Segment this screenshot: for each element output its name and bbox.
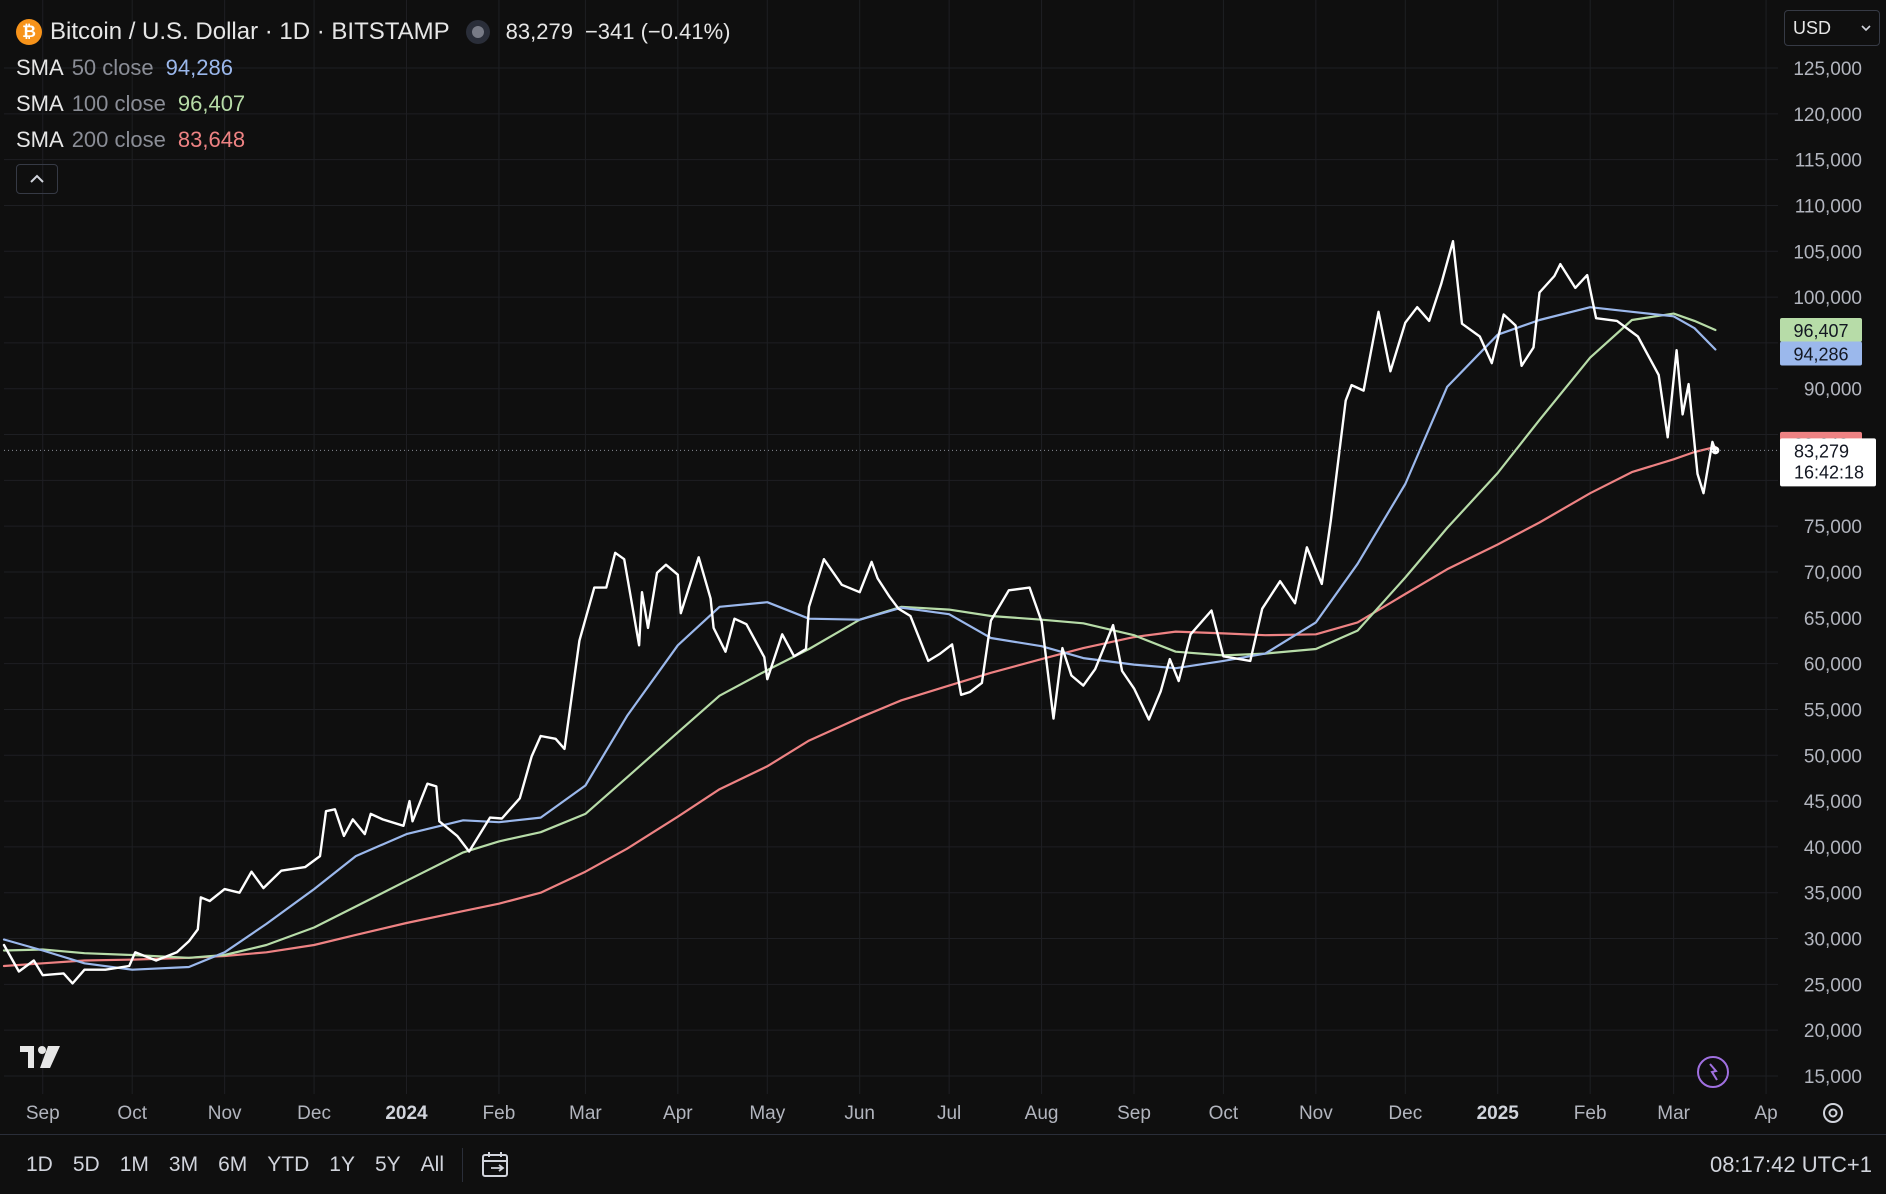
sma200-line	[2, 445, 1717, 968]
x-tick-label: 2024	[385, 1103, 428, 1124]
indicator-row[interactable]: SMA 200 close 83,648	[16, 122, 730, 158]
x-tick-label: Dec	[297, 1103, 331, 1124]
indicator-name: SMA	[16, 55, 64, 80]
y-tick-label: 45,000	[1804, 792, 1862, 813]
x-tick-label: Jun	[844, 1103, 875, 1124]
x-tick-label: Sep	[26, 1103, 60, 1124]
bitcoin-icon: ₿	[16, 19, 42, 45]
last-price: 83,279	[505, 19, 573, 44]
indicator-value: 94,286	[165, 55, 233, 80]
range-button[interactable]: 3M	[168, 1152, 199, 1176]
x-tick-label: Mar	[569, 1103, 602, 1124]
currency-value: USD	[1793, 17, 1832, 38]
chart-grid	[4, 0, 1778, 1094]
y-tick-label: 60,000	[1804, 655, 1862, 676]
chevron-down-icon	[1861, 25, 1871, 32]
indicator-params: 100 close	[71, 91, 166, 116]
y-tick-label: 110,000	[1795, 196, 1862, 217]
symbol-title[interactable]: Bitcoin / U.S. Dollar · 1D · BITSTAMP	[50, 18, 450, 45]
indicator-name: SMA	[16, 127, 64, 152]
chart-series	[2, 240, 1720, 985]
y-tick-label: 120,000	[1793, 105, 1862, 126]
x-tick-label: Apr	[663, 1103, 693, 1124]
bottom-toolbar: 1D 5D 1M 3M 6M YTD 1Y 5Y All 08:17:42 UTC+1	[0, 1134, 1886, 1194]
x-tick-label: Feb	[1574, 1103, 1607, 1124]
y-tick-label: 105,000	[1793, 242, 1862, 263]
indicator-row[interactable]: SMA 50 close 94,286	[16, 50, 730, 86]
x-tick-label: May	[749, 1103, 785, 1124]
x-tick-label: Mar	[1657, 1103, 1690, 1124]
range-button[interactable]: YTD	[267, 1152, 310, 1176]
x-tick-label: Sep	[1117, 1103, 1151, 1124]
clock[interactable]: 08:17:42 UTC+1	[1709, 1151, 1872, 1177]
currency-select[interactable]: USD	[1784, 10, 1880, 46]
range-button[interactable]: 1M	[119, 1152, 149, 1176]
sma50-line	[2, 306, 1717, 971]
x-tick-label: Nov	[208, 1103, 242, 1124]
indicator-value: 83,648	[177, 127, 246, 152]
current-price-tag-bg	[1780, 438, 1876, 487]
chart-legend: ₿ Bitcoin / U.S. Dollar · 1D · BITSTAMP …	[16, 14, 730, 194]
range-button[interactable]: 1D	[26, 1152, 53, 1176]
indicator-params: 50 close	[71, 55, 154, 80]
y-tick-label: 25,000	[1804, 975, 1862, 996]
y-tick-label: 65,000	[1804, 609, 1862, 630]
current-price-tag: 83,279	[1794, 441, 1849, 461]
sma50-axis-label: 94,286	[1793, 344, 1848, 364]
symbol-header: ₿ Bitcoin / U.S. Dollar · 1D · BITSTAMP …	[16, 14, 730, 50]
calendar-icon[interactable]	[481, 1150, 511, 1180]
time-axis[interactable]: Sep Oct Nov Dec 2024 Feb Mar Apr May Jun Jul Aug Sep…	[26, 1103, 1778, 1124]
x-tick-label: Oct	[1209, 1103, 1239, 1124]
y-tick-label: 40,000	[1804, 838, 1862, 859]
indicator-row[interactable]: SMA 100 close 96,407	[16, 86, 730, 122]
y-tick-label: 55,000	[1804, 700, 1862, 721]
market-status-icon	[471, 26, 484, 38]
price-chart[interactable]: 15,000 20,000 25,000 30,000 35,000 40,000 45,0…	[0, 0, 1886, 1134]
x-tick-label: Oct	[117, 1103, 147, 1124]
x-tick-label: Jul	[937, 1103, 961, 1124]
indicator-value: 96,407	[177, 91, 246, 116]
indicator-params: 200 close	[71, 127, 166, 152]
x-tick-label: Ap	[1754, 1103, 1777, 1124]
chevron-up-icon	[30, 174, 44, 183]
y-tick-label: 75,000	[1804, 517, 1862, 538]
x-tick-label: Dec	[1388, 1103, 1422, 1124]
y-tick-label: 15,000	[1804, 1067, 1862, 1088]
sma100-axis-label: 96,407	[1793, 321, 1848, 341]
y-tick-label: 20,000	[1804, 1021, 1862, 1042]
price-change: −341 (−0.41%)	[584, 19, 731, 44]
indicator-name: SMA	[16, 91, 64, 116]
x-tick-label: Aug	[1025, 1103, 1059, 1124]
assistant-sparkle-icon[interactable]	[1697, 1056, 1729, 1088]
y-tick-label: 90,000	[1804, 380, 1862, 401]
sma50-axis-label-bg	[1780, 341, 1862, 366]
toolbar-divider	[462, 1147, 463, 1182]
axis-settings-icon[interactable]	[1823, 1103, 1843, 1123]
y-tick-label: 125,000	[1793, 59, 1862, 80]
y-tick-label: 50,000	[1804, 746, 1862, 767]
tradingview-logo-icon[interactable]	[20, 1044, 68, 1072]
y-tick-label: 100,000	[1793, 288, 1862, 309]
collapse-legend-button[interactable]	[16, 164, 58, 194]
y-tick-label: 70,000	[1804, 563, 1862, 584]
sma100-axis-label-bg	[1780, 318, 1862, 343]
x-tick-label: 2025	[1477, 1103, 1520, 1124]
range-button[interactable]: 1Y	[329, 1152, 355, 1176]
x-tick-label: Feb	[483, 1103, 516, 1124]
price-axis[interactable]: 15,000 20,000 25,000 30,000 35,000 40,000 45,0…	[1793, 59, 1862, 1088]
range-button[interactable]: 5Y	[374, 1152, 401, 1176]
bar-countdown: 16:42:18	[1794, 462, 1864, 482]
range-button[interactable]: 5D	[72, 1152, 100, 1176]
y-tick-label: 115,000	[1795, 151, 1862, 172]
y-tick-label: 35,000	[1804, 884, 1862, 905]
y-tick-label: 30,000	[1804, 930, 1862, 951]
last-price-marker	[1711, 446, 1720, 455]
range-button[interactable]: All	[420, 1152, 444, 1176]
price-line	[2, 240, 1717, 985]
range-button[interactable]: 6M	[218, 1152, 248, 1176]
x-tick-label: Nov	[1299, 1103, 1333, 1124]
